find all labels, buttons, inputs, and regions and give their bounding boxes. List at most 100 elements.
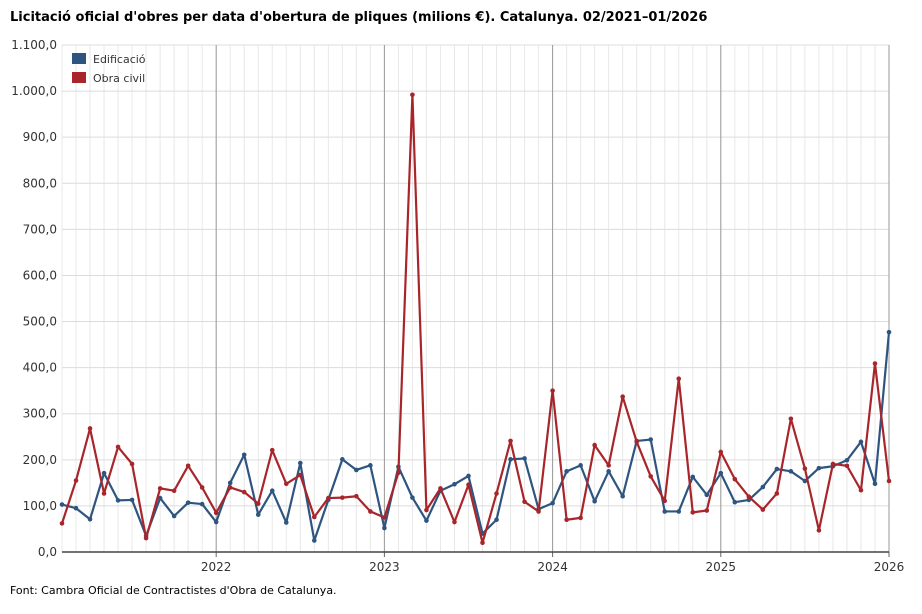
data-point-obra-civil[interactable] [269,447,275,453]
data-point-obra-civil[interactable] [312,514,317,520]
data-point-edificacio[interactable] [171,513,177,519]
data-point-obra-civil[interactable] [143,535,149,541]
data-point-obra-civil[interactable] [199,485,205,490]
data-point-edificacio[interactable] [87,516,93,522]
data-point-obra-civil[interactable] [592,442,597,448]
data-point-edificacio[interactable] [199,501,205,507]
data-point-edificacio[interactable] [676,509,682,514]
data-point-obra-civil[interactable] [536,509,541,514]
data-point-obra-civil[interactable] [326,495,331,501]
data-point-obra-civil[interactable] [676,376,682,381]
data-point-obra-civil[interactable] [241,489,247,495]
data-point-obra-civil[interactable] [87,426,93,431]
data-point-obra-civil[interactable] [578,515,583,521]
data-point-edificacio[interactable] [620,493,625,499]
data-point-obra-civil[interactable] [466,482,471,488]
data-point-edificacio[interactable] [424,518,429,523]
data-point-edificacio[interactable] [115,498,121,503]
data-point-obra-civil[interactable] [115,444,121,450]
data-point-obra-civil[interactable] [227,485,233,490]
data-point-obra-civil[interactable] [606,463,611,468]
data-point-edificacio[interactable] [73,505,79,511]
data-point-edificacio[interactable] [564,469,569,474]
data-point-obra-civil[interactable] [648,474,654,479]
data-point-edificacio[interactable] [297,460,303,466]
data-point-obra-civil[interactable] [760,507,766,512]
data-point-edificacio[interactable] [312,538,317,543]
data-point-edificacio[interactable] [886,329,892,335]
data-point-edificacio[interactable] [452,481,457,487]
data-point-edificacio[interactable] [872,481,878,487]
data-point-obra-civil[interactable] [522,499,527,505]
data-point-edificacio[interactable] [340,457,345,462]
data-point-edificacio[interactable] [844,457,850,463]
data-point-obra-civil[interactable] [157,486,163,491]
data-point-obra-civil[interactable] [213,510,219,516]
data-point-edificacio[interactable] [368,463,373,468]
data-point-edificacio[interactable] [760,484,766,490]
data-point-obra-civil[interactable] [508,438,513,444]
data-point-obra-civil[interactable] [354,493,359,499]
data-point-edificacio[interactable] [382,525,387,531]
data-point-obra-civil[interactable] [396,470,401,476]
data-point-edificacio[interactable] [157,495,163,501]
data-point-edificacio[interactable] [410,495,415,500]
data-point-edificacio[interactable] [522,456,527,461]
data-point-obra-civil[interactable] [816,528,822,533]
data-point-edificacio[interactable] [354,467,359,473]
data-point-edificacio[interactable] [269,488,275,493]
data-point-edificacio[interactable] [788,469,794,474]
data-point-obra-civil[interactable] [59,521,65,526]
data-point-obra-civil[interactable] [438,486,443,491]
data-point-edificacio[interactable] [213,519,219,525]
data-point-edificacio[interactable] [732,499,738,505]
data-point-obra-civil[interactable] [171,488,177,493]
legend-label-edificacio[interactable]: Edificació [93,53,146,66]
data-point-obra-civil[interactable] [564,517,569,523]
data-point-obra-civil[interactable] [424,507,429,513]
data-point-obra-civil[interactable] [550,388,555,393]
data-point-obra-civil[interactable] [718,449,724,455]
data-point-edificacio[interactable] [592,499,597,504]
data-point-edificacio[interactable] [858,439,864,445]
data-point-edificacio[interactable] [704,492,710,498]
data-point-obra-civil[interactable] [255,501,261,506]
data-point-edificacio[interactable] [508,457,513,462]
data-point-edificacio[interactable] [255,512,261,517]
data-point-obra-civil[interactable] [101,491,107,496]
data-point-obra-civil[interactable] [634,439,639,445]
data-point-obra-civil[interactable] [886,478,892,484]
legend-label-obra-civil[interactable]: Obra civil [93,72,145,85]
data-point-obra-civil[interactable] [368,509,373,514]
data-point-obra-civil[interactable] [746,494,752,499]
data-point-obra-civil[interactable] [297,472,303,478]
data-point-obra-civil[interactable] [844,463,850,469]
data-point-obra-civil[interactable] [662,498,668,504]
data-point-edificacio[interactable] [550,500,555,506]
data-point-obra-civil[interactable] [73,478,79,483]
data-point-obra-civil[interactable] [410,92,415,98]
data-point-obra-civil[interactable] [620,394,625,399]
data-point-edificacio[interactable] [774,466,780,472]
data-point-obra-civil[interactable] [802,466,808,471]
data-point-obra-civil[interactable] [185,463,191,469]
data-point-obra-civil[interactable] [774,491,780,496]
data-point-obra-civil[interactable] [732,476,738,482]
data-point-obra-civil[interactable] [830,461,836,467]
data-point-edificacio[interactable] [690,474,696,480]
data-point-edificacio[interactable] [662,509,668,514]
data-point-edificacio[interactable] [494,517,499,523]
data-point-obra-civil[interactable] [788,416,794,422]
data-point-obra-civil[interactable] [704,508,710,513]
data-point-edificacio[interactable] [283,520,289,525]
data-point-obra-civil[interactable] [382,515,387,520]
data-point-obra-civil[interactable] [129,461,135,467]
data-point-obra-civil[interactable] [452,519,457,525]
data-point-edificacio[interactable] [718,470,724,476]
data-point-edificacio[interactable] [185,500,191,505]
data-point-obra-civil[interactable] [690,510,696,515]
data-point-edificacio[interactable] [578,463,583,468]
data-point-edificacio[interactable] [466,473,471,479]
data-point-obra-civil[interactable] [480,540,485,546]
data-point-edificacio[interactable] [648,437,654,442]
